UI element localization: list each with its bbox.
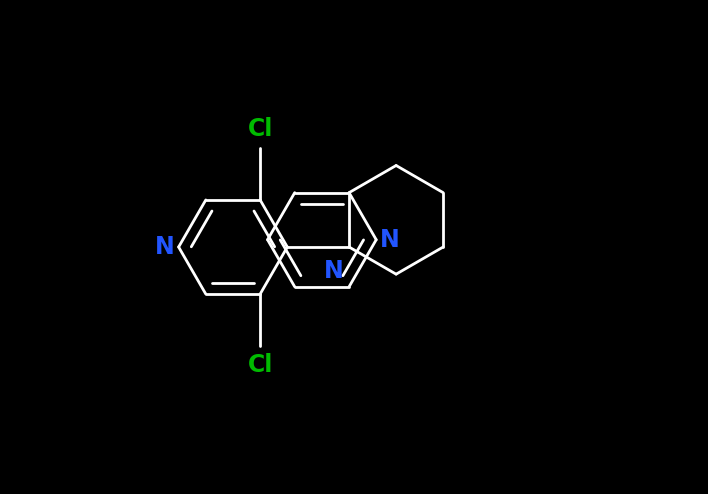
Text: N: N [155, 235, 175, 259]
Text: N: N [380, 228, 400, 252]
Text: Cl: Cl [248, 117, 273, 141]
Text: Cl: Cl [248, 353, 273, 377]
Text: N: N [324, 259, 344, 284]
